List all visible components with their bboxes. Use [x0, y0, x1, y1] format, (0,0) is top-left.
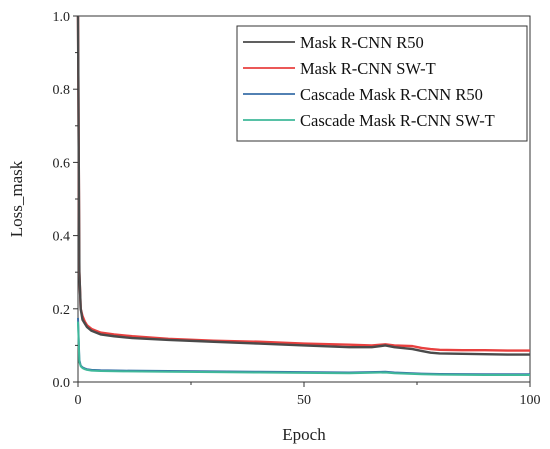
x-tick-label-0: 0: [75, 393, 82, 408]
y-tick-label-5: 1.0: [53, 10, 71, 25]
series-line-3: [77, 321, 530, 377]
tick-layer: 0.0 0.2 0.4 0.6 0.8 1.0 0 50 100: [53, 10, 541, 408]
legend-label-1: Mask R-CNN SW-T: [300, 59, 436, 78]
series-layer: [76, 15, 530, 377]
y-axis-title: Loss_mask: [7, 160, 26, 237]
y-tick-label-1: 0.2: [53, 303, 71, 318]
y-tick-label-4: 0.8: [53, 83, 71, 98]
legend-label-2: Cascade Mask R-CNN R50: [300, 85, 483, 104]
legend-label-3: Cascade Mask R-CNN SW-T: [300, 111, 495, 130]
series-line-0: [76, 15, 530, 356]
x-tick-label-1: 50: [297, 393, 311, 408]
legend: Mask R-CNN R50 Mask R-CNN SW-T Cascade Mas…: [236, 25, 528, 142]
x-tick-label-2: 100: [520, 393, 541, 408]
x-axis-title: Epoch: [282, 425, 326, 444]
y-tick-label-2: 0.4: [53, 230, 71, 245]
legend-box: [236, 25, 528, 142]
y-tick-label-0: 0.0: [53, 376, 71, 391]
y-tick-label-3: 0.6: [53, 156, 71, 171]
legend-label-0: Mask R-CNN R50: [300, 33, 424, 52]
